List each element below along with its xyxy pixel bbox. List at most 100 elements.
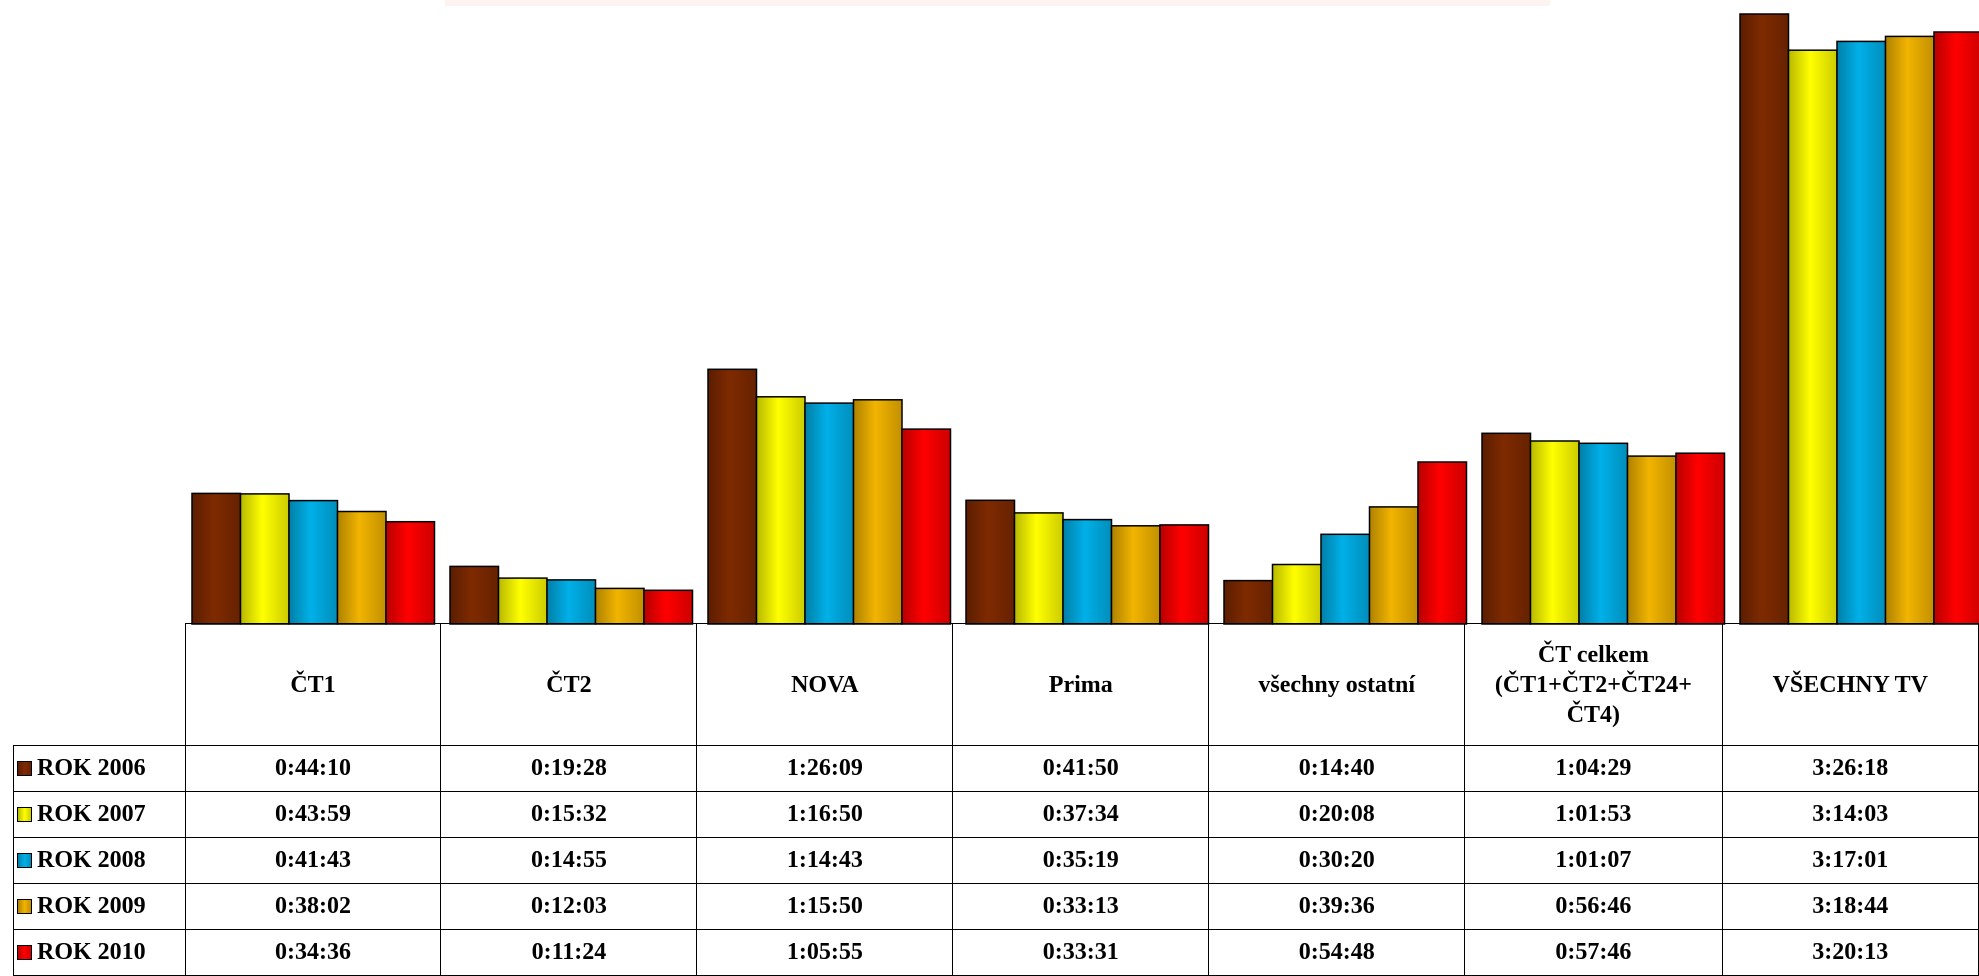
- category-label-1: ČT2: [440, 623, 698, 746]
- bar-rok-2010-cat-0: [385, 520, 436, 625]
- data-label: 3:17:01: [1721, 837, 1979, 884]
- category-label-5: ČT celkem (ČT1+ČT2+ČT24+ ČT4): [1464, 623, 1723, 746]
- bar-rok-2006-cat-2: [707, 368, 758, 625]
- data-label: 0:11:24: [440, 929, 698, 976]
- legend-cell: ROK 2007: [13, 791, 186, 838]
- data-label: 3:14:03: [1721, 791, 1979, 838]
- data-label: 1:04:29: [1464, 745, 1723, 792]
- category-label-3: Prima: [952, 623, 1210, 746]
- bar-rok-2010-cat-4: [1417, 461, 1468, 625]
- data-label: 0:30:20: [1208, 837, 1466, 884]
- bar-rok-2009-cat-5: [1626, 455, 1677, 625]
- data-label: 0:15:32: [440, 791, 698, 838]
- data-label: 0:41:50: [952, 745, 1210, 792]
- data-label: 0:12:03: [440, 883, 698, 930]
- data-label: 3:20:13: [1721, 929, 1979, 976]
- bar-rok-2006-cat-1: [449, 565, 500, 625]
- data-label: 0:37:34: [952, 791, 1210, 838]
- data-label: 0:38:02: [184, 883, 442, 930]
- data-label: 1:15:50: [696, 883, 954, 930]
- bar-rok-2007-cat-0: [239, 493, 290, 625]
- category-label-4: všechny ostatní: [1208, 623, 1466, 746]
- bar-rok-2008-cat-2: [804, 402, 855, 625]
- bar-rok-2009-cat-6: [1884, 35, 1935, 625]
- bar-rok-2010-cat-3: [1159, 524, 1210, 625]
- bar-rok-2006-cat-3: [965, 499, 1016, 625]
- bar-rok-2006-cat-0: [191, 492, 242, 625]
- top-strip: [445, 0, 1550, 6]
- bar-rok-2006-cat-5: [1481, 432, 1532, 625]
- bar-chart: [191, 13, 1979, 625]
- legend-swatch: [17, 761, 32, 776]
- bar-rok-2009-cat-4: [1368, 506, 1419, 625]
- legend-label: ROK 2008: [37, 847, 146, 873]
- legend-swatch: [17, 807, 32, 822]
- table-row: ROK 2009 0:38:02 0:12:03 1:15:50 0:33:13 0:39…: [13, 883, 1979, 930]
- bar-plot-area: [191, 13, 1979, 625]
- bar-rok-2006-cat-6: [1739, 13, 1790, 625]
- bar-rok-2010-cat-6: [1933, 31, 1979, 625]
- data-label: 0:19:28: [440, 745, 698, 792]
- bar-rok-2009-cat-1: [594, 587, 645, 625]
- bar-rok-2008-cat-0: [288, 499, 339, 625]
- legend-label: ROK 2009: [37, 893, 146, 919]
- legend-swatch: [17, 899, 32, 914]
- table-row: ROK 2006 0:44:10 0:19:28 1:26:09 0:41:50 0:14…: [13, 745, 1979, 792]
- bar-rok-2010-cat-5: [1675, 452, 1726, 625]
- legend-swatch: [17, 853, 32, 868]
- bar-rok-2008-cat-5: [1578, 442, 1629, 625]
- legend-cell: ROK 2010: [13, 929, 186, 976]
- data-label: 0:14:40: [1208, 745, 1466, 792]
- bar-rok-2006-cat-4: [1223, 579, 1274, 625]
- data-table: ČT1 ČT2 NOVA Prima všechny ostatní ČT celkem …: [13, 623, 1979, 976]
- data-label: 0:56:46: [1464, 883, 1723, 930]
- data-label: 1:16:50: [696, 791, 954, 838]
- bar-rok-2007-cat-5: [1529, 440, 1580, 625]
- data-label: 0:33:13: [952, 883, 1210, 930]
- data-label: 0:41:43: [184, 837, 442, 884]
- data-label: 1:01:07: [1464, 837, 1723, 884]
- legend-label: ROK 2010: [37, 939, 146, 965]
- legend-cell: ROK 2006: [13, 745, 186, 792]
- data-label: 0:39:36: [1208, 883, 1466, 930]
- legend-label: ROK 2007: [37, 801, 146, 827]
- legend-cell: ROK 2008: [13, 837, 186, 884]
- bar-rok-2008-cat-1: [546, 579, 597, 625]
- data-label: 0:33:31: [952, 929, 1210, 976]
- category-label-2: NOVA: [696, 623, 954, 746]
- table-row: ROK 2008 0:41:43 0:14:55 1:14:43 0:35:19 0:30…: [13, 837, 1979, 884]
- bar-rok-2007-cat-1: [497, 577, 548, 625]
- bar-rok-2008-cat-6: [1836, 40, 1887, 625]
- data-label: 0:43:59: [184, 791, 442, 838]
- data-label: 0:57:46: [1464, 929, 1723, 976]
- data-label: 3:26:18: [1721, 745, 1979, 792]
- data-label: 0:54:48: [1208, 929, 1466, 976]
- bar-rok-2010-cat-2: [901, 428, 952, 625]
- data-label: 1:01:53: [1464, 791, 1723, 838]
- data-label: 1:26:09: [696, 745, 954, 792]
- data-label: 1:14:43: [696, 837, 954, 884]
- category-label-0: ČT1: [184, 623, 442, 746]
- bar-rok-2010-cat-1: [643, 589, 694, 625]
- bar-rok-2008-cat-4: [1320, 533, 1371, 625]
- bar-rok-2007-cat-2: [755, 396, 806, 625]
- category-label-6: VŠECHNY TV: [1721, 623, 1979, 746]
- bar-rok-2007-cat-6: [1787, 49, 1838, 625]
- bar-rok-2007-cat-4: [1271, 563, 1322, 625]
- data-label: 0:34:36: [184, 929, 442, 976]
- bar-rok-2008-cat-3: [1062, 518, 1113, 625]
- bar-rok-2009-cat-3: [1110, 525, 1161, 625]
- table-row: ROK 2007 0:43:59 0:15:32 1:16:50 0:37:34 0:20…: [13, 791, 1979, 838]
- table-header-row: ČT1 ČT2 NOVA Prima všechny ostatní ČT celkem …: [14, 623, 1979, 746]
- data-label: 3:18:44: [1721, 883, 1979, 930]
- legend-cell: ROK 2009: [13, 883, 186, 930]
- bar-rok-2009-cat-0: [336, 510, 387, 625]
- table-corner: [14, 624, 186, 746]
- data-label: 0:35:19: [952, 837, 1210, 884]
- data-label: 1:05:55: [696, 929, 954, 976]
- bar-rok-2007-cat-3: [1013, 512, 1064, 625]
- legend-label: ROK 2006: [37, 755, 146, 781]
- data-label: 0:44:10: [184, 745, 442, 792]
- data-label: 0:20:08: [1208, 791, 1466, 838]
- table-row: ROK 2010 0:34:36 0:11:24 1:05:55 0:33:31 0:54…: [13, 929, 1979, 976]
